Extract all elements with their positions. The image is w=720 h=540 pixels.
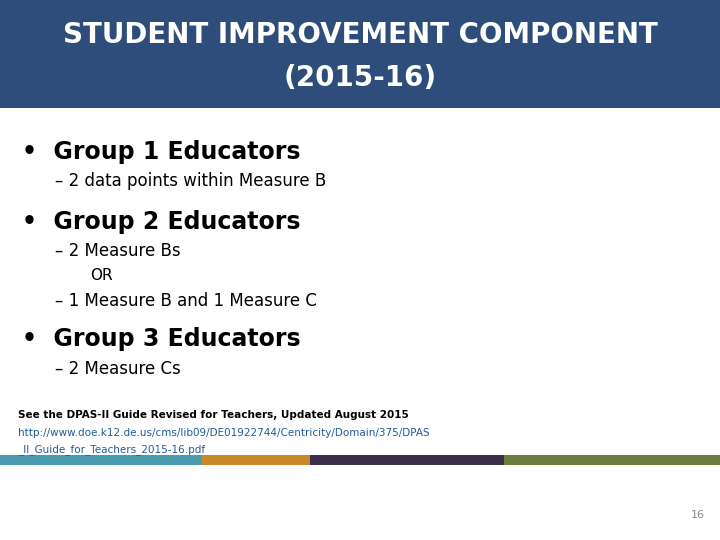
Bar bbox=[0, 455, 202, 465]
Text: •  Group 3 Educators: • Group 3 Educators bbox=[22, 327, 301, 351]
Bar bbox=[202, 455, 310, 465]
Text: http://www.doe.k12.de.us/cms/lib09/DE01922744/Centricity/Domain/375/DPAS: http://www.doe.k12.de.us/cms/lib09/DE019… bbox=[18, 428, 430, 438]
Text: – 2 Measure Cs: – 2 Measure Cs bbox=[55, 360, 181, 378]
Text: See the DPAS-II Guide Revised for Teachers, Updated August 2015: See the DPAS-II Guide Revised for Teache… bbox=[18, 410, 409, 420]
Text: •  Group 2 Educators: • Group 2 Educators bbox=[22, 210, 300, 234]
Bar bbox=[310, 455, 504, 465]
Bar bbox=[504, 455, 720, 465]
Text: _II_Guide_for_Teachers_2015-16.pdf: _II_Guide_for_Teachers_2015-16.pdf bbox=[18, 444, 205, 455]
Bar bbox=[0, 0, 720, 108]
Text: – 1 Measure B and 1 Measure C: – 1 Measure B and 1 Measure C bbox=[55, 292, 317, 310]
Text: •  Group 1 Educators: • Group 1 Educators bbox=[22, 140, 300, 164]
Text: OR: OR bbox=[90, 268, 112, 283]
Text: (2015-16): (2015-16) bbox=[284, 64, 436, 92]
Text: STUDENT IMPROVEMENT COMPONENT: STUDENT IMPROVEMENT COMPONENT bbox=[63, 21, 657, 49]
Text: 16: 16 bbox=[691, 510, 705, 520]
Text: – 2 Measure Bs: – 2 Measure Bs bbox=[55, 242, 181, 260]
Text: – 2 data points within Measure B: – 2 data points within Measure B bbox=[55, 172, 326, 190]
